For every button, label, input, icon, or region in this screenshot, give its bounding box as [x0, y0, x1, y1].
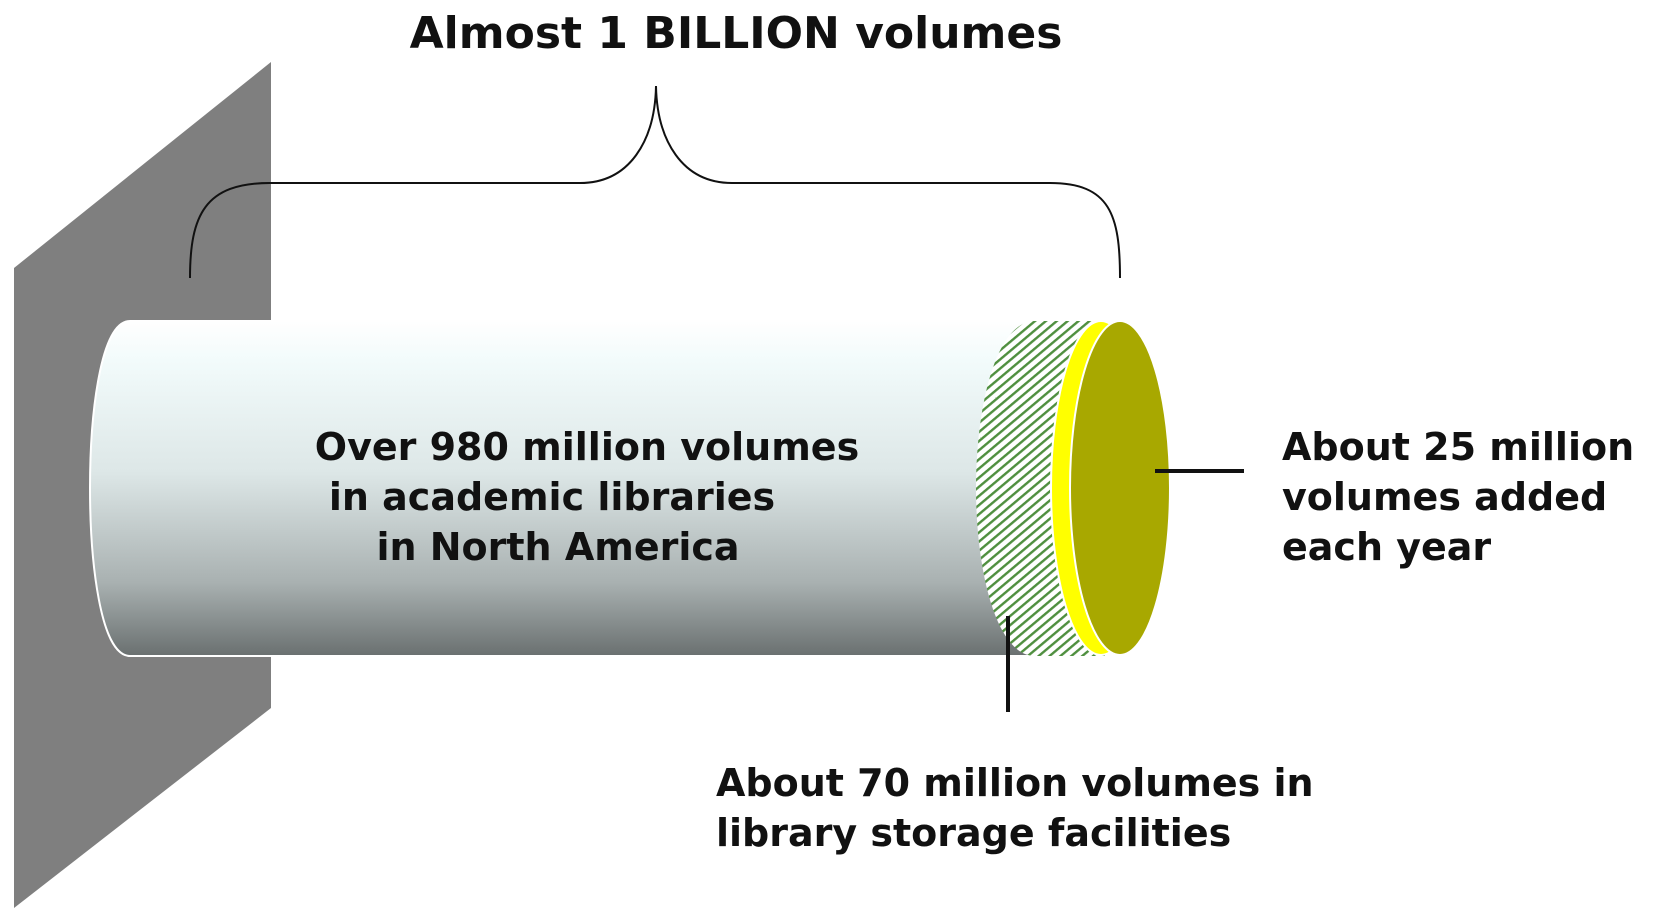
cylinder-label-line-3: in North America — [376, 525, 739, 569]
curly-brace — [189, 85, 1121, 279]
cylinder-end-cap — [1069, 320, 1171, 656]
cylinder-label-line-2: in academic libraries — [329, 475, 775, 519]
cylinder-label-line-1: Over 980 million volumes — [315, 425, 859, 469]
storage-label-line-2: library storage facilities — [716, 811, 1231, 855]
storage-label-line-1: About 70 million volumes in — [716, 761, 1314, 805]
diagram-title: Almost 1 BILLION volumes — [410, 8, 1063, 59]
cylinder-body — [88, 320, 1061, 657]
added-label-line-1: About 25 million — [1282, 425, 1634, 469]
added-label-line-2: volumes added — [1282, 475, 1607, 519]
added-label-line-3: each year — [1282, 525, 1491, 569]
